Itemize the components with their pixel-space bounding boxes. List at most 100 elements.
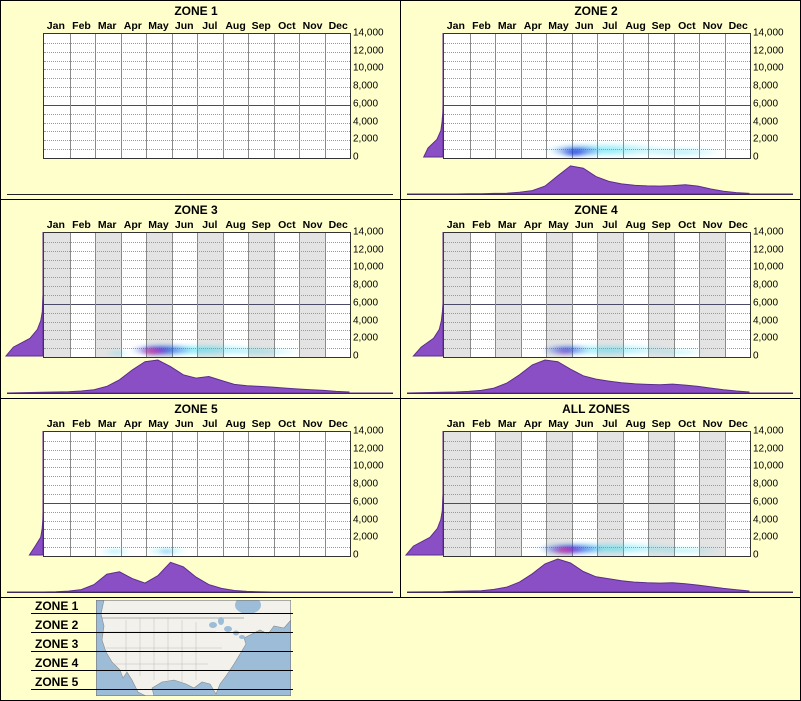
month-label: Jun — [574, 418, 594, 430]
month-label: Nov — [702, 418, 723, 430]
y-tick-label: 12,000 — [753, 244, 784, 256]
month-label: Apr — [523, 219, 542, 231]
v-gridline — [520, 34, 522, 158]
y-tick-label: 12,000 — [353, 244, 384, 256]
y-tick-label: 4,000 — [753, 116, 779, 128]
v-gridline — [495, 233, 496, 357]
elevation-density-shape — [4, 232, 44, 357]
plot-area — [43, 431, 351, 557]
month-labels: Jan Feb Mar Apr May Jun Jul Aug Sep Oct Nov Dec — [443, 219, 751, 231]
month-label: Oct — [278, 219, 296, 231]
v-gridline — [673, 34, 675, 158]
y-tick-label: 2,000 — [353, 332, 379, 344]
v-gridline — [546, 432, 547, 556]
month-label: Jul — [202, 20, 218, 32]
month-label: Aug — [225, 20, 246, 32]
heat-blob — [153, 549, 180, 555]
heat-blob — [620, 145, 743, 158]
month-label: Jan — [46, 219, 65, 231]
y-tick-label: 14,000 — [353, 425, 384, 437]
month-label: Mar — [497, 20, 517, 32]
y-axis-labels: 14,000 12,000 10,000 8,000 6,000 4,000 2,000 0 — [753, 1, 799, 166]
map-great-lakes — [209, 617, 245, 639]
v-gridline — [597, 432, 598, 556]
y-tick-label: 4,000 — [753, 514, 779, 526]
v-gridline — [520, 432, 522, 556]
month-label: Dec — [728, 20, 748, 32]
month-label: Apr — [123, 418, 142, 430]
y-tick-label: 12,000 — [753, 443, 784, 455]
v-gridline — [324, 432, 326, 556]
elevation-density-curve — [404, 431, 444, 556]
month-label: Sep — [251, 219, 271, 231]
v-gridline — [699, 34, 700, 158]
plot-area — [443, 431, 751, 557]
v-gridline — [469, 233, 471, 357]
month-label: Apr — [523, 418, 542, 430]
month-label: Apr — [123, 20, 142, 32]
y-tick-label: 14,000 — [753, 226, 784, 238]
y-tick-label: 14,000 — [353, 226, 384, 238]
v-gridline — [724, 432, 726, 556]
y-tick-label: 14,000 — [353, 27, 384, 39]
y-tick-label: 6,000 — [353, 496, 379, 508]
panel-title: ZONE 4 — [574, 203, 618, 217]
y-tick-label: 6,000 — [753, 98, 779, 110]
v-gridline — [197, 233, 198, 357]
panel-zone-4: ZONE 4 Jan Feb Mar Apr May Jun Jul Aug Sep Oct Nov… — [401, 200, 800, 399]
map-hudson-bay — [235, 600, 261, 614]
v-gridline — [248, 233, 249, 357]
v-gridline — [469, 432, 471, 556]
v-gridline — [248, 432, 249, 556]
legend: ZONE 1 ZONE 2 ZONE 3 ZONE 4 ZONE 5 — [1, 598, 800, 700]
heat-blob — [627, 545, 740, 555]
month-label: May — [148, 418, 169, 430]
zone-boundary-line — [31, 613, 293, 614]
month-label: Oct — [678, 418, 696, 430]
x-density-baseline — [7, 194, 393, 195]
month-label: Apr — [523, 20, 542, 32]
y-tick-label: 0 — [353, 151, 359, 163]
legend-label-zone-4: ZONE 4 — [35, 656, 79, 670]
y-tick-label: 8,000 — [753, 80, 779, 92]
heat-blob — [207, 347, 320, 357]
month-label: Feb — [472, 219, 491, 231]
month-label: Feb — [72, 20, 91, 32]
y-tick-label: 14,000 — [753, 425, 784, 437]
y-tick-label: 6,000 — [353, 297, 379, 309]
v-gridline — [648, 34, 649, 158]
y-tick-label: 0 — [753, 151, 759, 163]
y-tick-label: 8,000 — [753, 478, 779, 490]
v-gridline — [571, 34, 573, 158]
month-label: Mar — [97, 219, 117, 231]
v-gridline — [273, 34, 275, 158]
month-label: Feb — [472, 418, 491, 430]
month-labels: Jan Feb Mar Apr May Jun Jul Aug Sep Oct Nov Dec — [43, 219, 351, 231]
month-label: Jun — [174, 418, 194, 430]
legend-label-zone-2: ZONE 2 — [35, 618, 79, 632]
month-label: Jan — [446, 219, 465, 231]
y-tick-label: 4,000 — [753, 315, 779, 327]
y-tick-label: 0 — [753, 549, 759, 561]
heat-blob — [548, 348, 580, 355]
month-label: Sep — [651, 20, 671, 32]
v-gridline — [622, 233, 624, 357]
y-tick-label: 12,000 — [353, 45, 384, 57]
v-gridline — [222, 233, 224, 357]
month-label: Sep — [651, 418, 671, 430]
v-gridline — [69, 432, 71, 556]
y-tick-label: 8,000 — [753, 279, 779, 291]
y-tick-label: 2,000 — [753, 531, 779, 543]
v-gridline — [546, 34, 547, 158]
v-gridline — [648, 233, 649, 357]
v-gridline — [146, 233, 147, 357]
month-label: Dec — [328, 20, 348, 32]
v-gridline — [724, 233, 726, 357]
month-label: Dec — [728, 219, 748, 231]
y-tick-label: 0 — [353, 549, 359, 561]
month-labels: Jan Feb Mar Apr May Jun Jul Aug Sep Oct Nov Dec — [443, 418, 751, 430]
month-label: Jan — [446, 418, 465, 430]
month-label: Jul — [202, 418, 218, 430]
month-label: Jul — [202, 219, 218, 231]
date-density-curve — [6, 359, 393, 394]
